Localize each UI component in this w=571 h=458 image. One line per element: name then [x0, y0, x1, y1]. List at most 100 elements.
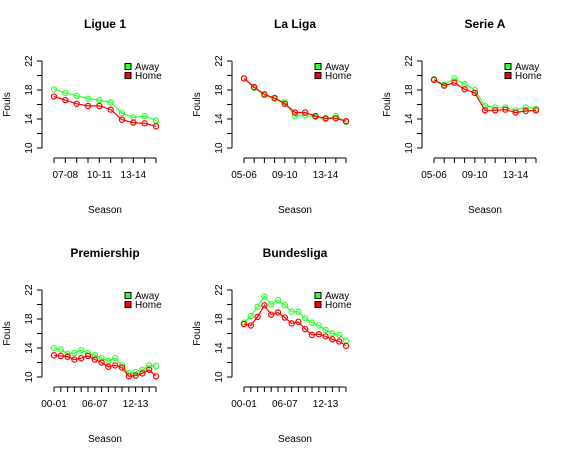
data-point-home [492, 107, 499, 114]
x-tick-label: 06-07 [272, 399, 298, 410]
data-point-away [118, 109, 126, 117]
data-point-home [332, 115, 339, 122]
panel-title: Premiership [70, 246, 139, 260]
data-point-away [302, 315, 309, 322]
data-point-home [481, 107, 489, 114]
legend-swatch-home [124, 301, 132, 308]
y-tick-label: 18 [214, 313, 225, 325]
legend-label-home: Home [135, 71, 162, 82]
data-point-home [430, 76, 438, 84]
legend-swatch-away [314, 292, 322, 299]
x-tick-label: 09-10 [272, 170, 298, 181]
x-axis-label: Season [468, 205, 502, 216]
data-point-away [522, 104, 530, 111]
data-point-home [291, 109, 299, 116]
panel-ligue-1: Ligue 1 10 14 18 22 Fouls 07-08 10-11 13-14 Seaso… [2, 17, 162, 216]
data-point-away [254, 303, 261, 310]
legend-label-home: Home [515, 71, 542, 82]
y-tick-label: 18 [24, 84, 35, 96]
data-point-home [315, 331, 322, 338]
panel-title: Ligue 1 [84, 17, 126, 31]
data-point-home [261, 302, 268, 309]
y-axis-label: Fouls [192, 321, 203, 345]
data-point-home [312, 112, 319, 120]
data-point-home [254, 313, 261, 321]
data-point-away [139, 366, 146, 373]
data-point-away [281, 302, 288, 309]
legend-label-home: Home [135, 300, 162, 311]
data-point-home [73, 100, 80, 107]
data-point-away [247, 312, 254, 320]
data-point-home [451, 79, 458, 86]
y-axis-label: Fouls [2, 321, 13, 345]
y-tick-label: 22 [24, 284, 35, 296]
legend-label-away: Away [325, 62, 349, 73]
panel-serie-a: Serie A 10 14 18 22 Fouls 05-06 09-10 13-14 Seaso… [382, 17, 542, 216]
x-tick-label: 05-06 [231, 170, 257, 181]
data-point-home [71, 356, 78, 363]
data-point-away [105, 357, 112, 365]
x-tick-label: 07-08 [53, 170, 79, 181]
series-line-away [243, 295, 347, 342]
data-point-home [522, 107, 530, 115]
data-point-home [247, 322, 254, 329]
data-point-home [64, 353, 71, 360]
data-point-away [268, 301, 275, 308]
data-point-away [288, 308, 295, 315]
data-point-home [130, 119, 137, 126]
data-point-home [532, 107, 540, 114]
data-point-home [281, 314, 288, 321]
y-tick-label: 18 [214, 84, 225, 96]
data-point-away [336, 331, 343, 339]
data-point-home [105, 363, 112, 371]
y-tick-label: 10 [404, 142, 415, 154]
series-line-away [53, 347, 157, 375]
data-point-away [91, 352, 99, 359]
data-point-home [271, 94, 278, 102]
data-point-away [451, 75, 458, 82]
y-tick-label: 22 [404, 55, 415, 67]
data-point-home [152, 373, 160, 380]
y-tick-label: 22 [214, 284, 225, 296]
data-point-away [62, 89, 69, 97]
data-point-away [261, 293, 268, 300]
series-line-away [53, 88, 157, 121]
legend-swatch-away [124, 63, 132, 70]
data-point-home [98, 359, 105, 366]
data-point-home [250, 83, 258, 91]
x-tick-label: 09-10 [462, 170, 488, 181]
legend-swatch-away [504, 63, 512, 70]
data-point-home [471, 89, 478, 97]
y-tick-label: 18 [404, 84, 415, 96]
data-point-home [84, 102, 92, 110]
x-axis-label: Season [88, 205, 122, 216]
x-tick-label: 06-07 [82, 399, 108, 410]
data-point-home [329, 336, 336, 343]
data-point-home [125, 373, 133, 380]
data-point-home [342, 117, 350, 125]
data-point-home [111, 362, 119, 369]
x-tick-label: 13-14 [313, 170, 339, 181]
data-point-home [50, 352, 58, 359]
data-point-away [57, 346, 65, 353]
panel-title: Bundesliga [263, 246, 328, 260]
series-line-home [53, 95, 157, 127]
x-tick-label: 00-01 [231, 399, 257, 410]
data-point-home [261, 91, 268, 98]
legend-swatch-home [314, 72, 322, 79]
data-point-away [73, 92, 80, 100]
y-tick-label: 14 [24, 342, 35, 354]
data-point-home [322, 115, 329, 122]
data-point-home [336, 338, 343, 345]
legend-label-away: Away [135, 291, 159, 302]
legend-swatch-away [124, 292, 132, 299]
legend-swatch-home [124, 72, 132, 79]
panel-bundesliga: Bundesliga 10 14 18 22 Fouls 00-01 06-07 12-13 Se… [192, 246, 352, 445]
x-axis-label: Season [278, 434, 312, 445]
data-point-home [240, 320, 248, 328]
y-tick-label: 22 [214, 55, 225, 67]
data-point-home [322, 333, 329, 340]
panel-title: La Liga [274, 17, 316, 31]
data-point-away [50, 344, 58, 352]
